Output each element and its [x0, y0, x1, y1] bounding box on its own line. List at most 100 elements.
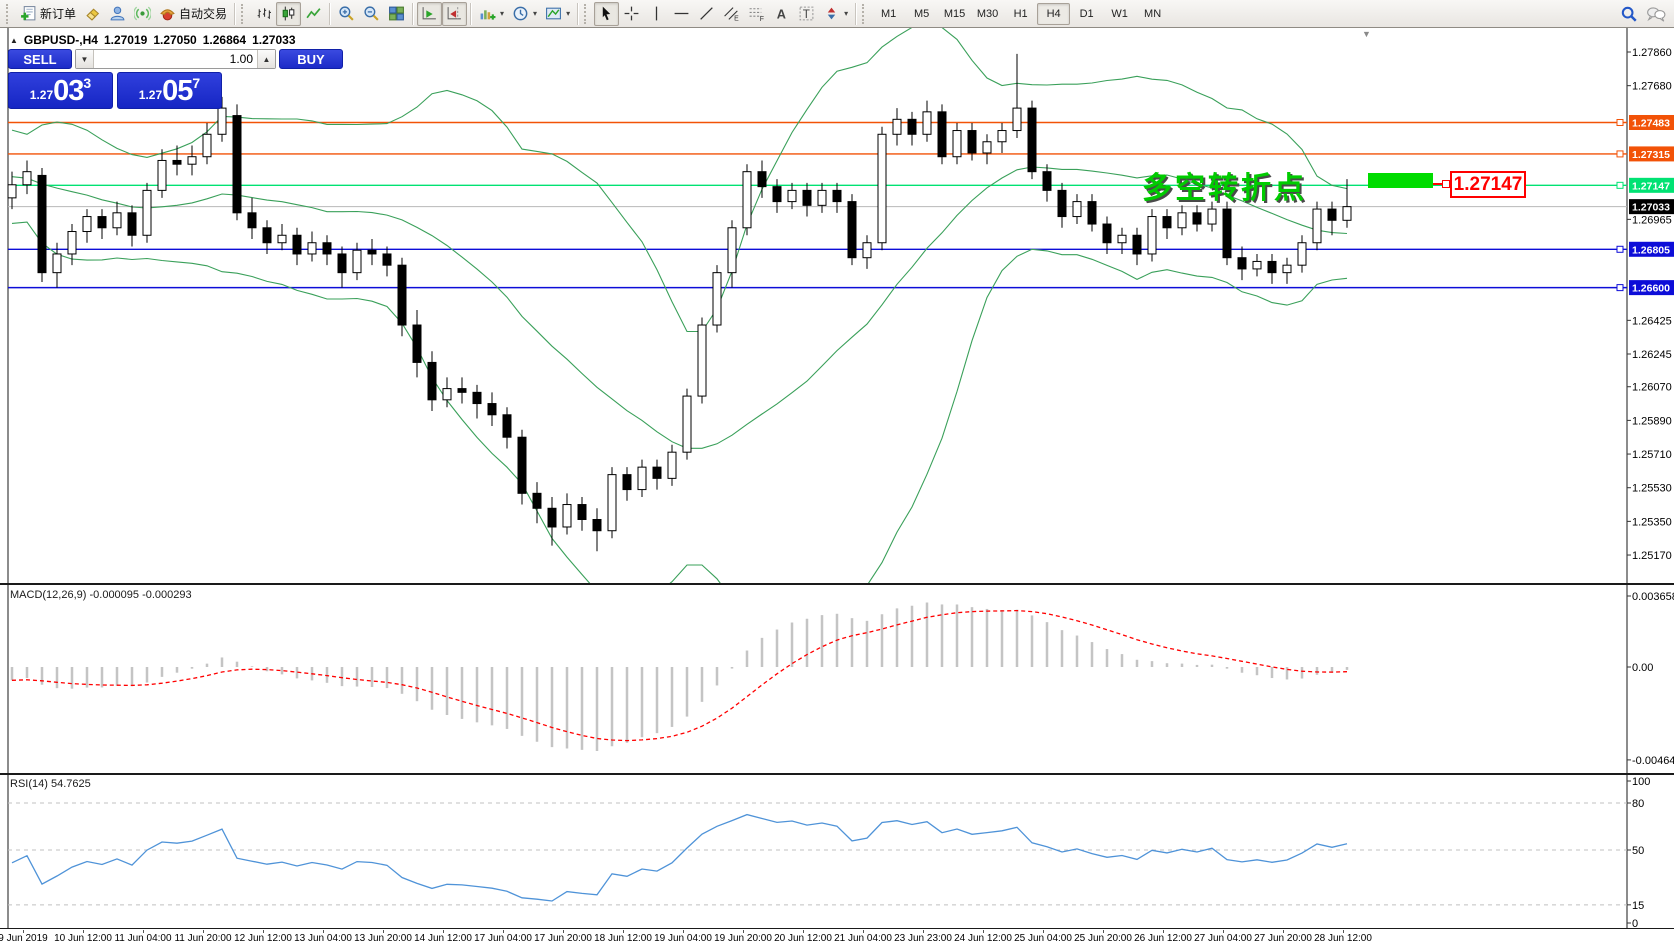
one-click-trading-panel: SELL ▼ ▲ BUY 1.27 03 3 1.27 05 7 [8, 49, 343, 109]
svg-text:1.27860: 1.27860 [1632, 47, 1672, 59]
rsi-panel[interactable]: 100 80 50 15 0 [0, 775, 1674, 929]
horizontal-line-tool-button[interactable] [669, 2, 694, 26]
svg-text:1.27483: 1.27483 [1632, 117, 1670, 129]
time-tick [323, 930, 324, 933]
crosshair-tool-button[interactable] [619, 2, 644, 26]
new-order-button[interactable]: 新订单 [16, 2, 80, 26]
main-chart-panel[interactable]: 1.27860 1.27680 1.26965 1.26425 1.26245 1.260… [0, 28, 1674, 585]
signals-button[interactable] [130, 2, 155, 26]
timeframe-W1[interactable]: W1 [1111, 7, 1128, 20]
time-axis-label: 13 Jun 20:00 [354, 933, 412, 944]
time-tick [443, 930, 444, 933]
toolbar: 新订单 [0, 0, 1674, 28]
timeframe-M30[interactable]: M30 [976, 7, 999, 20]
collapse-arrow-icon[interactable]: ▲ [10, 35, 18, 45]
volume-input[interactable] [94, 50, 257, 68]
time-axis-label: 11 Jun 20:00 [174, 933, 232, 944]
svg-text:F: F [760, 16, 764, 22]
cursor-tool-button[interactable] [594, 1, 620, 26]
template-icon [546, 7, 561, 20]
line-chart-icon [306, 8, 321, 19]
macd-panel[interactable]: 0.003658 0.00 -0.004645 [0, 585, 1674, 775]
profile-button[interactable] [105, 2, 130, 26]
svg-text:0.00: 0.00 [1632, 662, 1653, 674]
tile-windows-button[interactable] [384, 2, 409, 26]
ohlc-open: 1.27019 [103, 33, 148, 47]
template-button[interactable]: ▾ [541, 2, 574, 26]
trendline-tool-button[interactable] [694, 2, 719, 26]
time-tick [263, 930, 264, 933]
time-axis-label: 11 Jun 04:00 [114, 933, 172, 944]
fibonacci-tool-button[interactable]: F [744, 2, 769, 26]
candlestick-icon [282, 6, 295, 21]
text-label-tool-button[interactable]: T [794, 2, 819, 26]
volume-decrease-button[interactable]: ▼ [76, 50, 94, 68]
svg-text:1.25170: 1.25170 [1632, 550, 1672, 562]
toolbar-grip[interactable] [584, 3, 591, 24]
auto-trading-button[interactable]: 自动交易 [155, 2, 231, 26]
indicators-icon [480, 10, 496, 20]
chat-button[interactable] [1642, 2, 1670, 26]
zone-rectangle[interactable] [1368, 173, 1433, 188]
periods-button[interactable]: ▾ [508, 2, 541, 26]
timeframe-M15[interactable]: M15 [943, 7, 966, 20]
sell-button[interactable]: SELL [8, 49, 72, 69]
line-chart-button[interactable] [301, 2, 326, 26]
vertical-line-tool-button[interactable] [644, 2, 669, 26]
buy-button[interactable]: BUY [279, 49, 343, 69]
arrows-tool-button[interactable]: ▾ [819, 2, 852, 26]
svg-text:1.26600: 1.26600 [1632, 283, 1670, 295]
buy-price-button[interactable]: 1.27 05 7 [117, 72, 222, 109]
eraser-button[interactable] [80, 2, 105, 26]
text-label-icon: T [799, 6, 814, 21]
timeframe-H4[interactable]: H4 [1037, 2, 1071, 25]
time-axis-label: 19 Jun 04:00 [654, 933, 712, 944]
chart-shift-marker-icon[interactable]: ▼ [1362, 29, 1371, 39]
toolbar-grip[interactable] [241, 3, 248, 24]
time-tick [203, 930, 204, 933]
time-axis[interactable]: 9 Jun 2019 10 Jun 12:00 11 Jun 04:00 11 Jun… [0, 930, 1674, 950]
toolbar-grip[interactable] [862, 3, 869, 24]
callout-anchor[interactable] [1442, 180, 1450, 188]
price-callout-label[interactable]: 1.27147 [1450, 171, 1526, 198]
toolbar-separator [329, 2, 332, 25]
time-axis-label: 18 Jun 12:00 [594, 933, 652, 944]
zoom-out-button[interactable] [359, 2, 384, 26]
bar-chart-button[interactable] [251, 2, 276, 26]
toolbar-separator [577, 2, 580, 25]
indicators-button[interactable]: ▾ [475, 2, 508, 26]
volume-increase-button[interactable]: ▲ [257, 50, 275, 68]
search-button[interactable] [1616, 2, 1642, 26]
auto-scroll-button[interactable] [417, 1, 443, 26]
buy-price-big: 05 [162, 75, 193, 107]
zoom-in-icon [339, 6, 354, 21]
macd-chart: 0.003658 0.00 -0.004645 [7, 585, 1674, 773]
channel-tool-button[interactable]: E [719, 2, 744, 26]
channel-icon: E [724, 7, 739, 22]
rsi-indicator-label: RSI(14) 54.7625 [10, 778, 91, 790]
new-order-label: 新订单 [40, 7, 77, 21]
svg-text:1.25710: 1.25710 [1632, 449, 1672, 461]
chart-annotation-text[interactable]: 多空转折点 [1142, 172, 1307, 205]
sell-price-button[interactable]: 1.27 03 3 [8, 72, 113, 109]
signals-icon [134, 6, 152, 21]
toolbar-separator [234, 2, 237, 25]
time-tick [563, 930, 564, 933]
time-axis-label: 20 Jun 12:00 [774, 933, 832, 944]
chart-shift-button[interactable] [442, 1, 468, 26]
timeframe-D1[interactable]: D1 [1079, 7, 1094, 20]
timeframe-H1[interactable]: H1 [1013, 7, 1028, 20]
candlestick-chart-button[interactable] [276, 1, 302, 26]
dropdown-caret-icon: ▾ [844, 9, 849, 18]
time-axis-label: 9 Jun 2019 [0, 933, 48, 944]
timeframe-M1[interactable]: M1 [880, 7, 897, 20]
time-axis-label: 21 Jun 04:00 [834, 933, 892, 944]
text-tool-button[interactable]: A [769, 2, 794, 26]
toolbar-grip[interactable] [6, 3, 13, 24]
svg-text:1.26425: 1.26425 [1632, 315, 1672, 327]
zoom-in-button[interactable] [334, 2, 359, 26]
time-tick [143, 930, 144, 933]
timeframe-MN[interactable]: MN [1144, 7, 1162, 20]
chat-icon [1647, 6, 1666, 22]
timeframe-M5[interactable]: M5 [913, 7, 930, 20]
